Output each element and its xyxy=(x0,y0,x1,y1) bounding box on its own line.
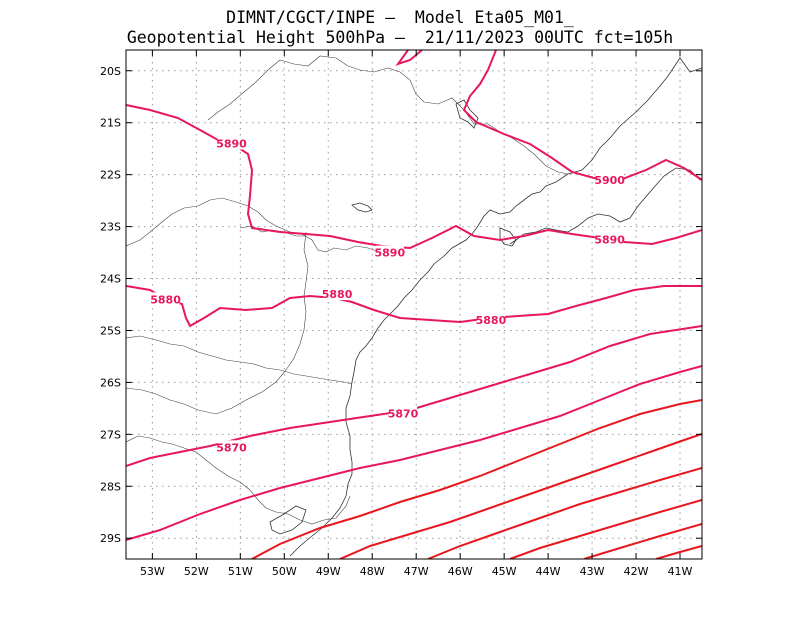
contour-5860 xyxy=(251,399,702,559)
lon-tick-label: 52W xyxy=(184,565,209,578)
contour-label-background xyxy=(375,245,404,259)
title-line-1: DIMNT/CGCT/INPE – Model Eta05_M01_ xyxy=(226,8,574,27)
lon-tick-label: 48W xyxy=(360,565,385,578)
contour-label-layer: 5890 5890 5890 5900 5880 5880 5880 5870 5870 xyxy=(150,136,625,454)
lon-tick-label: 49W xyxy=(316,565,341,578)
contour-label: 5890 xyxy=(594,234,625,247)
contour-label: 5870 xyxy=(388,408,419,421)
lat-tick-label: 20S xyxy=(100,65,121,78)
contour-label-background xyxy=(476,313,505,327)
map-frame xyxy=(125,49,703,560)
contour-label-background xyxy=(389,406,418,420)
lon-tick-label: 53W xyxy=(140,565,165,578)
contour-label: 5880 xyxy=(322,288,353,301)
lat-tick-label: 21S xyxy=(100,117,121,130)
lat-tick-label: 25S xyxy=(100,324,121,337)
axis-ticks: 53W 52W 51W 50W 49W 48W 47W 46W 45W 44W 43W 42W 41W 2… xyxy=(100,50,702,578)
contour-label-background xyxy=(151,292,180,306)
contour-label: 5870 xyxy=(216,441,247,454)
lagoa-dos-patos xyxy=(269,505,307,535)
contour-label-background xyxy=(595,172,624,186)
state-border-sp-pr xyxy=(126,197,381,253)
island-sao-sebastiao xyxy=(351,202,373,213)
lon-tick-label: 45W xyxy=(492,565,517,578)
contour-5900-northeast xyxy=(462,50,702,182)
contour-label: 5900 xyxy=(594,174,625,187)
contour-5830 xyxy=(509,499,702,559)
contour-label: 5890 xyxy=(375,247,406,260)
coastline xyxy=(289,57,702,557)
map-plot-area: 5890 5890 5890 5900 5880 5880 5880 5870 5870 xyxy=(126,50,702,559)
lon-tick-label: 51W xyxy=(228,565,253,578)
lon-tick-label: 41W xyxy=(668,565,693,578)
state-border-sc-rs xyxy=(126,435,351,525)
lon-tick-label: 44W xyxy=(536,565,561,578)
title-line-2: Geopotential Height 500hPa – 21/11/2023 … xyxy=(127,28,673,47)
contour-label: 5880 xyxy=(476,314,507,327)
contour-5820 xyxy=(583,523,702,559)
lon-tick-label: 50W xyxy=(272,565,297,578)
contour-5850 xyxy=(339,433,702,559)
contour-label: 5890 xyxy=(216,137,247,150)
lat-tick-label: 29S xyxy=(100,532,121,545)
contour-5810 xyxy=(655,545,702,559)
lat-tick-label: 22S xyxy=(100,169,121,182)
state-border-pr-sc xyxy=(126,335,353,385)
lat-lon-grid xyxy=(126,50,702,559)
map-background xyxy=(126,50,702,559)
lat-tick-label: 28S xyxy=(100,480,121,493)
contour-label-background xyxy=(595,232,624,246)
country-border-west xyxy=(126,231,309,415)
lon-tick-label: 46W xyxy=(448,565,473,578)
contour-label-background xyxy=(217,136,246,150)
contour-5840 xyxy=(427,467,702,559)
lat-tick-label: 23S xyxy=(100,221,121,234)
lat-tick-label: 24S xyxy=(100,273,121,286)
lon-tick-label: 42W xyxy=(624,565,649,578)
lon-tick-label: 43W xyxy=(580,565,605,578)
lat-tick-label: 27S xyxy=(100,428,121,441)
lon-tick-label: 47W xyxy=(404,565,429,578)
contour-label: 5880 xyxy=(150,293,181,306)
bay-sepetiba xyxy=(499,227,517,247)
contour-label-background xyxy=(323,287,352,301)
contour-label-background xyxy=(217,440,246,454)
lat-tick-label: 26S xyxy=(100,376,121,389)
contour-5870-b xyxy=(126,365,702,541)
